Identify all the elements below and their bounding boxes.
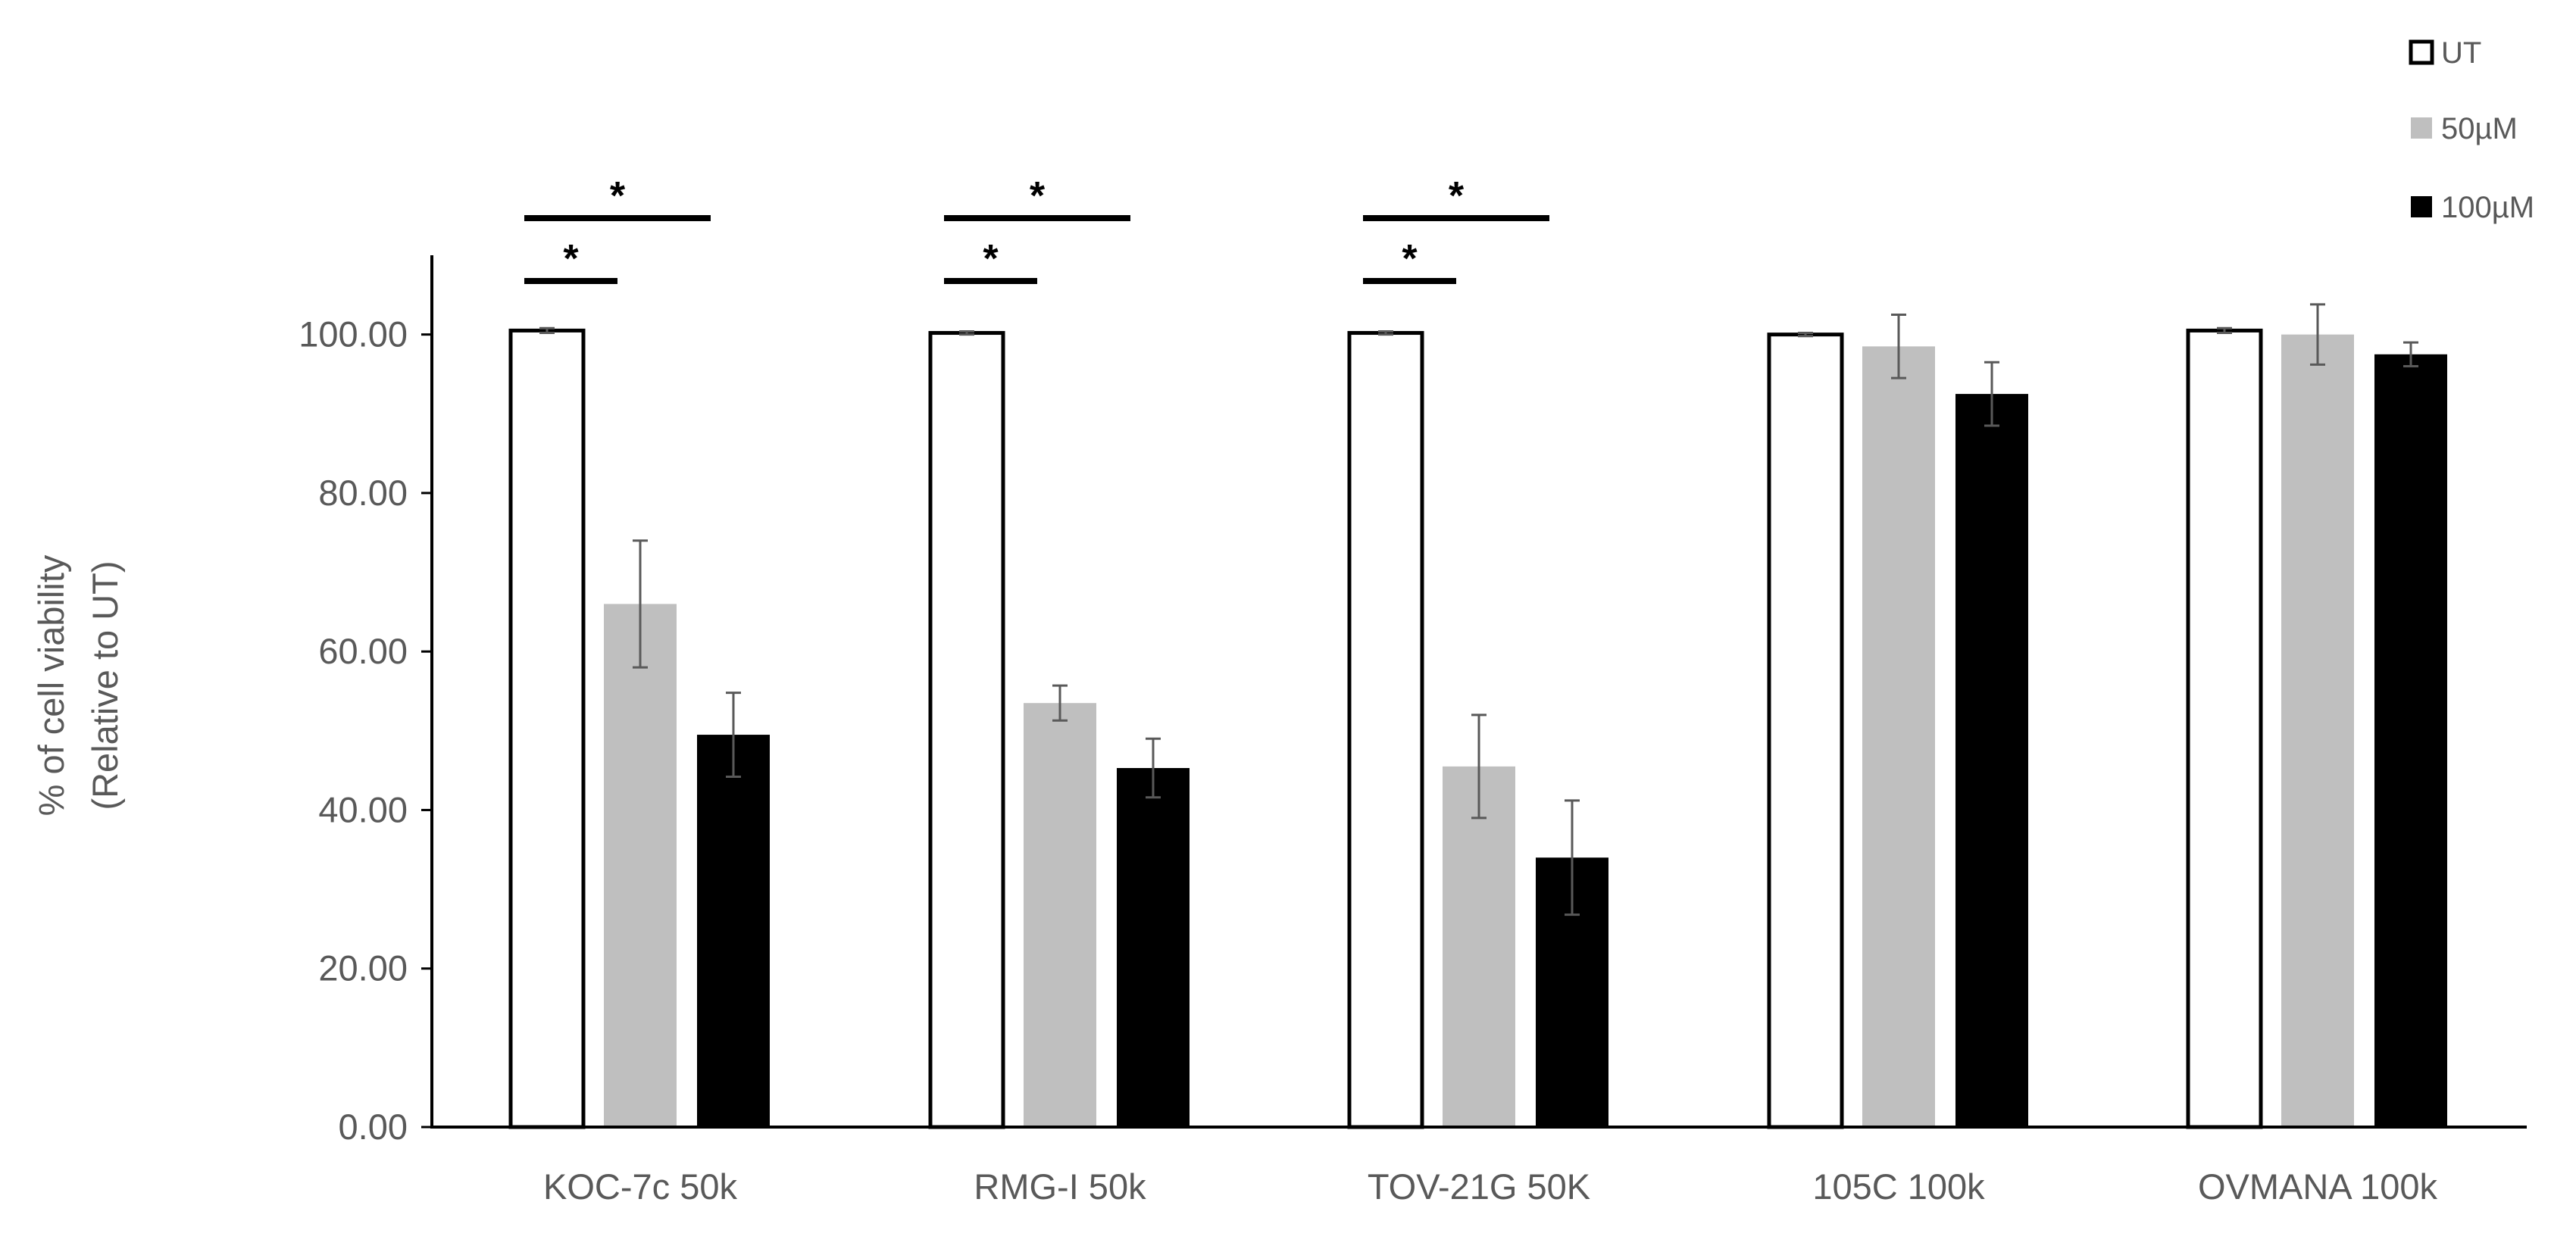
x-tick-label-4: OVMANA 100k bbox=[2198, 1166, 2438, 1207]
bar-4-2 bbox=[2374, 354, 2447, 1128]
bars bbox=[508, 328, 2447, 1129]
significance-star-0: * bbox=[563, 237, 579, 281]
x-tick-label-1: RMG-I 50k bbox=[974, 1166, 1146, 1207]
bar-0-1 bbox=[604, 604, 677, 1127]
bar-1-1 bbox=[1024, 703, 1096, 1127]
bar-0-0 bbox=[508, 328, 586, 1129]
significance-star-4: * bbox=[1402, 237, 1418, 281]
significance-star-2: * bbox=[983, 237, 999, 281]
y-tick-label-3: 60.00 bbox=[318, 631, 408, 671]
y-axis-title-line-1: % of cell viability bbox=[31, 554, 71, 816]
legend-label-1: 50µM bbox=[2441, 112, 2518, 145]
bar-4-1 bbox=[2281, 334, 2354, 1127]
legend-swatch-1 bbox=[2411, 117, 2432, 139]
legend-swatch-0 bbox=[2409, 39, 2434, 65]
bar-3-1 bbox=[1862, 346, 1935, 1128]
axes bbox=[430, 255, 2527, 1129]
bar-2-1 bbox=[1443, 766, 1515, 1127]
significance-star-1: * bbox=[610, 174, 626, 218]
x-tick-label-2: TOV-21G 50K bbox=[1368, 1166, 1590, 1207]
error-bars bbox=[539, 303, 2418, 916]
y-axis-title-line-2: (Relative to UT) bbox=[85, 560, 125, 810]
y-tick-label-2: 40.00 bbox=[318, 789, 408, 829]
y-axis-title: % of cell viability (Relative to UT) bbox=[31, 554, 125, 816]
y-tick-label-5: 100.00 bbox=[299, 314, 408, 354]
legend-swatch-2 bbox=[2411, 196, 2432, 217]
significance-star-3: * bbox=[1030, 174, 1046, 218]
bar-4-0 bbox=[2186, 328, 2263, 1129]
significance-star-5: * bbox=[1449, 174, 1465, 218]
y-axis-ticks: 0.00 20.00 40.00 60.00 80.00 100.00 bbox=[299, 314, 432, 1147]
bar-2-0 bbox=[1347, 331, 1424, 1129]
bar-3-0 bbox=[1767, 333, 1844, 1129]
legend-label-2: 100µM bbox=[2441, 191, 2534, 224]
legend-label-0: UT bbox=[2441, 36, 2481, 70]
legend: UT 50µM 100µM bbox=[2409, 36, 2534, 224]
significance-markers: * * * * * * bbox=[524, 174, 1549, 284]
x-tick-label-3: 105C 100k bbox=[1812, 1166, 1985, 1207]
bar-3-2 bbox=[1955, 394, 2028, 1127]
bar-0-2 bbox=[697, 735, 770, 1127]
bar-1-2 bbox=[1117, 767, 1190, 1127]
x-tick-label-0: KOC-7c 50k bbox=[543, 1166, 737, 1207]
bar-1-0 bbox=[928, 331, 1005, 1129]
x-axis-labels: KOC-7c 50k RMG-I 50k TOV-21G 50K 105C 100k O… bbox=[543, 1166, 2438, 1207]
y-tick-label-0: 0.00 bbox=[339, 1107, 408, 1147]
y-tick-label-1: 20.00 bbox=[318, 948, 408, 988]
y-tick-label-4: 80.00 bbox=[318, 473, 408, 513]
